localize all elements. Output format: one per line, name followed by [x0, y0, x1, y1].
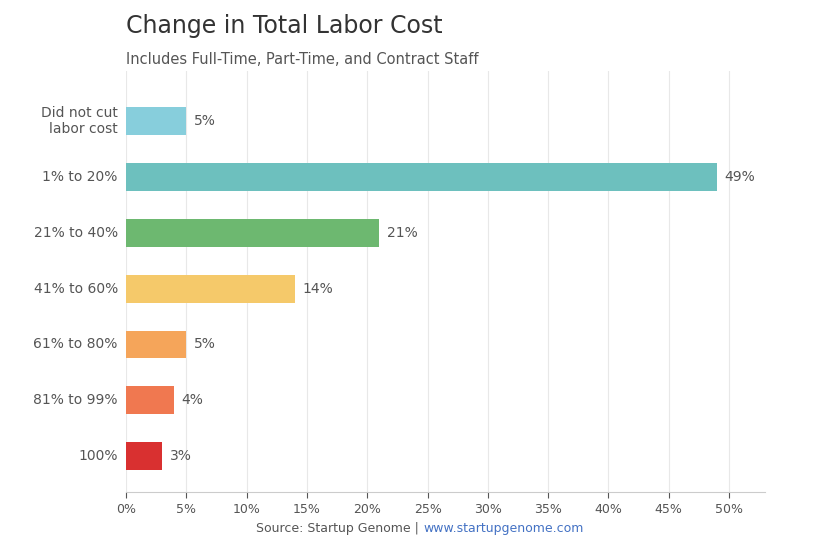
Bar [126, 107, 186, 135]
Text: 5%: 5% [194, 337, 216, 352]
Text: Includes Full-Time, Part-Time, and Contract Staff: Includes Full-Time, Part-Time, and Contr… [126, 52, 479, 67]
Text: 49%: 49% [724, 170, 755, 184]
Bar [126, 442, 162, 470]
Bar [126, 330, 186, 358]
Text: 4%: 4% [182, 393, 204, 408]
Text: 14%: 14% [302, 282, 333, 296]
Text: 5%: 5% [194, 114, 216, 129]
Text: www.startupgenome.com: www.startupgenome.com [423, 522, 584, 535]
Bar [126, 163, 717, 191]
Text: Source: Startup Genome |: Source: Startup Genome | [256, 522, 423, 535]
Text: Change in Total Labor Cost: Change in Total Labor Cost [126, 14, 443, 38]
Bar [126, 386, 174, 414]
Text: 3%: 3% [169, 449, 191, 463]
Text: 21%: 21% [387, 226, 418, 240]
Bar [126, 219, 379, 247]
Bar [126, 275, 295, 302]
